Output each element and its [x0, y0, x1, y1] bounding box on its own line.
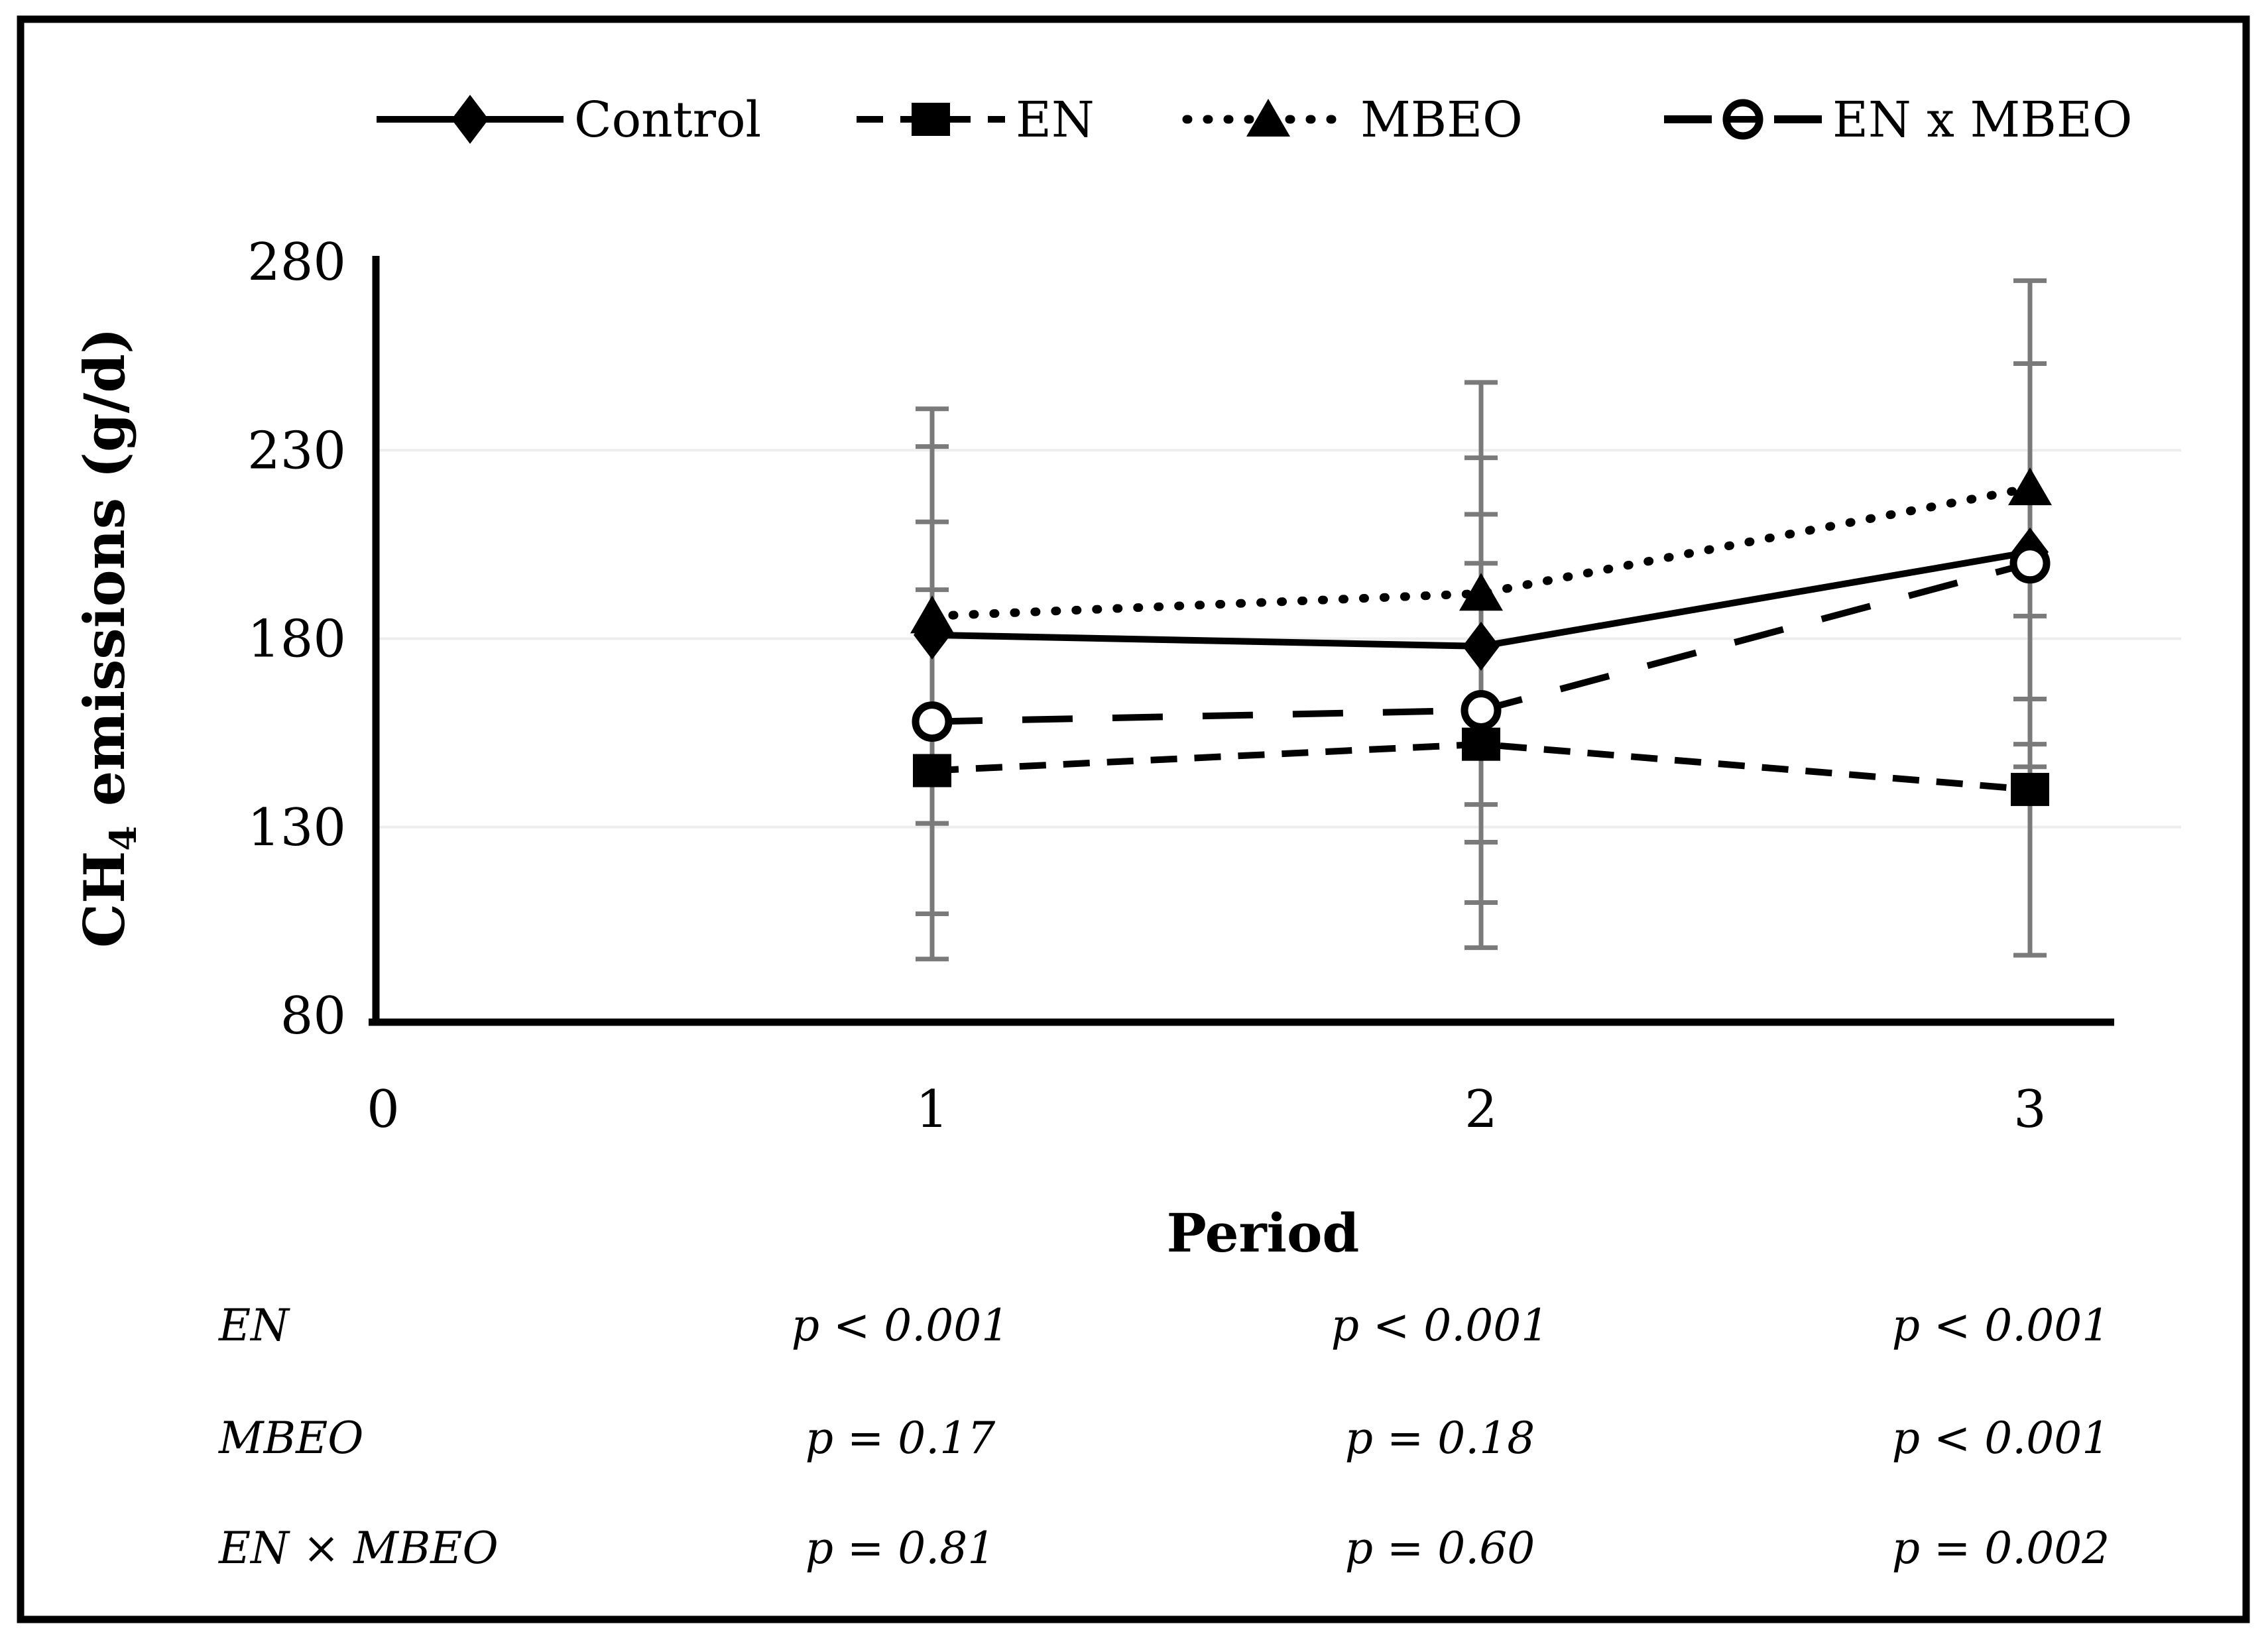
- marker-filled-triangle: [1459, 573, 1503, 611]
- legend-label-mbeo: MBEO: [1360, 91, 1523, 148]
- x-axis-title: Period: [1167, 1202, 1360, 1264]
- series-markers: [910, 467, 2052, 806]
- p-table-value: p < 0.001: [1892, 1413, 2110, 1464]
- p-value-table: EN p < 0.001 p < 0.001 p < 0.001 MBEO p = 0.1…: [218, 1300, 2110, 1574]
- marker-open-circle: [2009, 543, 2051, 584]
- y-axis-title-post: emissions (g/d): [72, 327, 137, 825]
- marker-open-circle: [1461, 690, 1502, 731]
- p-table-value: p < 0.001: [1331, 1300, 1549, 1351]
- marker-filled-square: [2011, 772, 2049, 806]
- x-axis-ticks: 0 1 2 3: [367, 1080, 2047, 1140]
- series-markers-en: [913, 727, 2049, 806]
- series-line-mbeo: [927, 483, 2035, 620]
- figure-border: [17, 15, 2250, 1623]
- marker-filled-triangle: [2008, 467, 2052, 506]
- legend: Control EN MBEO EN x MBEO: [377, 91, 2132, 148]
- series-markers-en-x-mbeo: [912, 543, 2051, 742]
- legend-item-en-x-mbeo: EN x MBEO: [1664, 91, 2132, 148]
- y-axis-title: CH4 emissions (g/d): [72, 327, 145, 948]
- p-table-row-label: EN: [218, 1300, 290, 1351]
- p-table-row-en-mbeo: EN × MBEO p = 0.81 p = 0.60 p = 0.002: [218, 1523, 2110, 1574]
- marker-filled-square: [912, 103, 950, 136]
- gridlines: [379, 449, 2181, 829]
- x-tick-label-0: 0: [367, 1080, 400, 1140]
- y-axis-title-sub: 4: [101, 825, 145, 850]
- p-table-value: p = 0.81: [806, 1523, 995, 1574]
- marker-filled-triangle: [1246, 99, 1290, 137]
- p-table-value: p = 0.60: [1345, 1523, 1535, 1574]
- y-tick-label-280: 280: [247, 233, 346, 292]
- x-tick-label-2: 2: [1464, 1080, 1498, 1140]
- y-axis-ticks: 280 230 180 130 80: [247, 233, 346, 1046]
- p-table-row-mbeo: MBEO p = 0.17 p = 0.18 p < 0.001: [218, 1413, 2110, 1464]
- legend-item-control: Control: [377, 91, 761, 148]
- marker-filled-diamond: [1462, 621, 1500, 671]
- legend-label-en: EN: [1016, 91, 1095, 148]
- p-table-value: p < 0.001: [1892, 1300, 2110, 1351]
- y-axis-title-pre: CH: [72, 851, 137, 948]
- legend-item-mbeo: MBEO: [1182, 91, 1523, 148]
- marker-filled-square: [913, 754, 951, 788]
- p-table-value: p = 0.18: [1345, 1413, 1535, 1464]
- x-tick-label-1: 1: [916, 1080, 949, 1140]
- y-tick-label-130: 130: [247, 798, 346, 858]
- marker-open-circle: [1722, 99, 1763, 140]
- marker-open-circle: [912, 701, 953, 742]
- y-tick-label-80: 80: [280, 986, 346, 1046]
- marker-filled-triangle: [910, 595, 954, 634]
- p-table-value: p = 0.002: [1892, 1523, 2110, 1574]
- p-table-value: p = 0.17: [806, 1413, 995, 1464]
- p-table-value: p < 0.001: [792, 1300, 1009, 1351]
- legend-item-en: EN: [857, 91, 1095, 148]
- series-markers-mbeo: [910, 467, 2052, 634]
- p-table-row-label: MBEO: [218, 1413, 363, 1464]
- p-table-row-label: EN × MBEO: [218, 1523, 499, 1574]
- legend-label-en-x-mbeo: EN x MBEO: [1832, 91, 2132, 148]
- marker-filled-square: [1462, 727, 1500, 761]
- x-tick-label-3: 3: [2013, 1080, 2047, 1140]
- p-table-row-en: EN p < 0.001 p < 0.001 p < 0.001: [218, 1300, 2110, 1351]
- y-tick-label-180: 180: [247, 610, 346, 670]
- marker-filled-diamond: [451, 95, 489, 144]
- y-tick-label-230: 230: [247, 421, 346, 481]
- legend-label-control: Control: [574, 91, 761, 148]
- error-bars: [916, 278, 2047, 962]
